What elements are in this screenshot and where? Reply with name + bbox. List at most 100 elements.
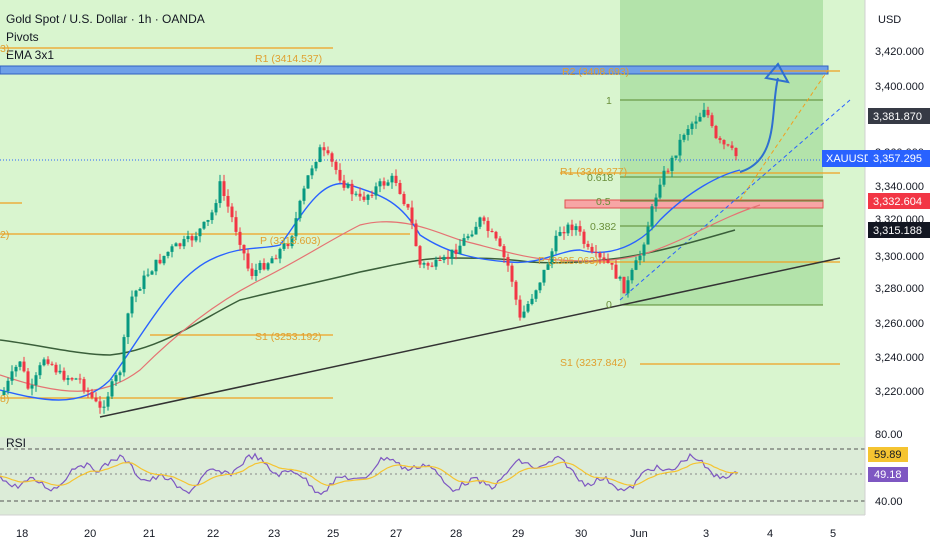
- time-axis-panel: [0, 515, 865, 550]
- candle-body: [610, 262, 614, 265]
- candle-body: [550, 251, 554, 265]
- candle-body: [438, 260, 442, 262]
- price-tag-ema: [868, 222, 930, 238]
- candle-body: [222, 181, 226, 196]
- candle-body: [218, 181, 222, 204]
- candle-body: [346, 183, 350, 188]
- candle-body: [58, 370, 62, 373]
- candle-body: [618, 276, 622, 279]
- time-label-22: 22: [207, 528, 219, 540]
- candle-body: [434, 260, 438, 267]
- candle-body: [638, 255, 642, 261]
- candle-body: [126, 313, 130, 338]
- candle-body: [606, 259, 610, 263]
- candle-body: [486, 220, 490, 231]
- time-label-18: 18: [16, 528, 28, 540]
- candle-body: [410, 207, 414, 224]
- candle-body: [202, 221, 206, 229]
- candle-body: [114, 375, 118, 382]
- candle-body: [30, 385, 34, 389]
- time-label-27: 27: [390, 528, 402, 540]
- candle-body: [98, 401, 102, 408]
- candle-body: [366, 194, 370, 200]
- candle-body: [130, 296, 134, 314]
- candle-body: [322, 147, 326, 151]
- candle-body: [426, 263, 430, 266]
- candle-body: [654, 197, 658, 207]
- pivot-r1-right: R1 (3349.277): [560, 166, 627, 178]
- candle-body: [102, 406, 106, 408]
- candle-body: [334, 161, 338, 170]
- candle-body: [354, 193, 358, 195]
- price-tag-high-text: 3,381.870: [873, 111, 922, 123]
- candle-body: [294, 218, 298, 237]
- rsi-tag-signal: [868, 447, 908, 462]
- indicator-ema[interactable]: EMA 3x1: [6, 48, 54, 62]
- candle-body: [670, 157, 674, 171]
- candle-body: [106, 396, 110, 407]
- chart-title: Gold Spot / U.S. Dollar · 1h · OANDA: [6, 12, 205, 26]
- candle-body: [74, 378, 78, 380]
- candle-body: [730, 145, 734, 148]
- time-label-23: 23: [268, 528, 280, 540]
- projection-arrow: [739, 77, 779, 173]
- candle-body: [570, 224, 574, 231]
- pivot-r1-left: R1 (3414.537): [255, 53, 322, 65]
- candle-body: [526, 303, 530, 312]
- candle-body: [446, 256, 450, 259]
- candle-body: [642, 244, 646, 256]
- price-tick-3300: 3,300.000: [875, 251, 924, 263]
- arrow-head-icon: [764, 62, 790, 84]
- candle-body: [230, 206, 234, 218]
- candle-body: [646, 226, 650, 245]
- currency-label[interactable]: USD: [878, 14, 901, 26]
- candle-body: [198, 228, 202, 237]
- price-tag-last: [868, 150, 930, 167]
- candle-body: [142, 275, 146, 289]
- candle-body: [546, 264, 550, 270]
- rsi-label[interactable]: RSI: [6, 436, 26, 450]
- time-label-29: 29: [512, 528, 524, 540]
- supply-zone[interactable]: [564, 199, 824, 209]
- candle-body: [274, 258, 278, 260]
- price-tag-last-text: 3,357.295: [873, 153, 922, 165]
- candle-body: [266, 263, 270, 270]
- candle-body: [586, 243, 590, 247]
- trendline[interactable]: [99, 257, 841, 418]
- resistance-zone[interactable]: [0, 65, 829, 75]
- candle-body: [566, 224, 570, 234]
- candle-body: [622, 276, 626, 294]
- price-tag-zone: [868, 193, 930, 209]
- candle-body: [386, 182, 390, 186]
- candle-body: [510, 265, 514, 282]
- time-label-25: 25: [327, 528, 339, 540]
- candle-body: [502, 246, 506, 258]
- candle-body: [134, 290, 138, 297]
- candle-body: [214, 203, 218, 213]
- rsi-panel-background: [0, 437, 865, 515]
- candle-body: [238, 231, 242, 245]
- candle-body: [534, 290, 538, 299]
- fib-level-05: 0.5: [596, 196, 611, 208]
- candle-body: [94, 397, 98, 402]
- rsi-tick-80: 80.00: [875, 429, 903, 441]
- candle-body: [182, 239, 186, 247]
- projection-channel-lower: [739, 69, 829, 201]
- rsi-tag-signal-text: 59.89: [874, 449, 902, 461]
- candle-body: [522, 311, 526, 318]
- candle-body: [194, 236, 198, 241]
- candle-body: [314, 162, 318, 169]
- price-tag-high: [868, 108, 930, 124]
- candle-body: [206, 220, 210, 222]
- target-zone: [620, 0, 823, 305]
- candle-body: [506, 257, 510, 266]
- candle-body: [138, 288, 142, 291]
- candle-body: [374, 186, 378, 196]
- candle-body: [86, 390, 90, 392]
- indicator-pivots[interactable]: Pivots: [6, 30, 39, 44]
- candle-body: [482, 217, 486, 221]
- candle-body: [390, 175, 394, 183]
- candle-body: [286, 243, 290, 247]
